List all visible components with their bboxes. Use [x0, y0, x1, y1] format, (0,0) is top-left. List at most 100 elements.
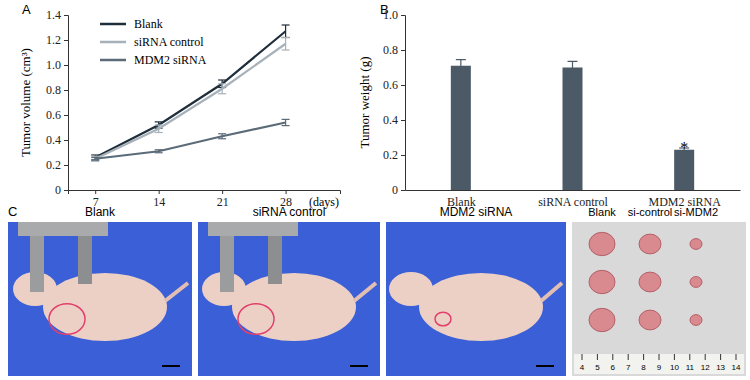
tick-mark — [64, 90, 68, 91]
tick-mark — [401, 190, 405, 191]
tick-label: 0.4 — [46, 133, 61, 147]
ruler-label: 5 — [595, 363, 600, 372]
legend-label: Blank — [134, 17, 163, 31]
error-bar-part — [218, 79, 226, 80]
legend-swatch — [100, 59, 126, 62]
tick-mark — [401, 155, 405, 156]
error-bar — [456, 60, 466, 72]
ruler-tick — [582, 354, 583, 360]
tick: 1.2 — [46, 33, 68, 47]
tick: 0.8 — [46, 83, 68, 97]
figure: ABC714212800.20.40.60.81.01.21.4(days)Tu… — [0, 0, 750, 380]
error-bar — [282, 38, 290, 51]
legend-swatch — [100, 23, 126, 26]
tick-mark — [64, 140, 68, 141]
tick: 0.2 — [46, 158, 68, 172]
mouse-tail — [541, 283, 562, 301]
error-bar — [155, 125, 163, 133]
legend-item: Blank — [100, 17, 163, 31]
axis-line — [406, 190, 741, 191]
tumor — [690, 239, 702, 250]
error-bar-part — [572, 61, 573, 73]
photo-caption: MDM2 siRNA — [440, 205, 513, 219]
axis-line — [401, 16, 406, 191]
axis-line — [69, 191, 341, 195]
ruler-tick — [612, 354, 613, 360]
legend-item: siRNA control — [100, 35, 204, 49]
mouse-tail — [165, 283, 188, 301]
error-bar-part — [91, 154, 99, 155]
tick-label: 1.0 — [383, 8, 398, 22]
tick: 0.6 — [383, 78, 405, 92]
column-label: si-control — [628, 206, 673, 218]
tick: 0.6 — [46, 108, 68, 122]
error-bar-part — [460, 60, 461, 72]
tumor-outline — [49, 304, 85, 335]
ruler-label: 11 — [686, 363, 695, 372]
error-bar-part — [456, 71, 466, 72]
tick-label: 0.6 — [383, 78, 398, 92]
error-bar — [568, 61, 578, 73]
tick: 21 — [217, 190, 229, 209]
scale-bar — [536, 365, 554, 367]
error-bar-part — [158, 125, 159, 133]
error-bar — [91, 158, 99, 161]
tick-mark — [401, 50, 405, 51]
tick: 14 — [153, 190, 165, 209]
tumor — [589, 270, 615, 293]
y-axis-title: Tumor volume (cm³) — [18, 48, 33, 157]
tick: 0 — [392, 183, 405, 197]
bar — [563, 68, 583, 191]
ruler-label: 4 — [580, 363, 585, 372]
error-bar-part — [155, 152, 163, 153]
error-bar-part — [218, 83, 226, 84]
tick-label: 0.8 — [383, 43, 398, 57]
axis: 00.20.40.60.81.01.21.4 — [46, 8, 69, 197]
column-label: Blank — [588, 206, 616, 218]
error-bar-part — [285, 25, 286, 38]
ruler-tick — [705, 354, 706, 360]
photo — [198, 222, 380, 376]
error-bar-part — [91, 159, 99, 160]
error-bar — [282, 119, 290, 125]
ruler-label: 9 — [657, 363, 662, 372]
tick-mark — [286, 190, 287, 194]
error-bar-part — [155, 132, 163, 133]
tick-mark — [401, 15, 405, 16]
caliper — [208, 222, 298, 236]
axis-line — [64, 16, 69, 191]
tumor-outline — [238, 304, 274, 335]
photo-background — [198, 222, 380, 376]
error-bar-part — [456, 59, 466, 60]
ruler-label: 8 — [641, 363, 646, 372]
legend-item: MDM2 siRNA — [100, 53, 207, 67]
error-bar-part — [155, 121, 163, 122]
scale-bar — [162, 365, 180, 367]
ruler-tick — [628, 354, 629, 360]
photo-background — [8, 222, 192, 376]
ruler-tick — [643, 354, 644, 360]
tick: 0 — [55, 183, 68, 197]
bar — [674, 150, 694, 190]
error-bar-part — [91, 161, 99, 162]
tumor — [589, 308, 615, 331]
series-line — [95, 123, 285, 159]
error-bar-part — [282, 24, 290, 25]
tick-mark — [222, 190, 223, 194]
axis: 00.20.40.60.81.0 — [383, 8, 406, 197]
series-line — [95, 44, 285, 159]
tumor-photo — [572, 222, 746, 376]
error-bar-part — [568, 73, 578, 74]
tick-mark — [64, 165, 68, 166]
panel-label: C — [8, 204, 17, 219]
error-bar-part — [568, 61, 578, 62]
ruler-label: 10 — [670, 363, 679, 372]
tumor — [690, 277, 702, 288]
legend: Blank siRNA control MDM2 siRNA — [100, 17, 207, 67]
bar — [451, 66, 471, 190]
tick-mark — [64, 190, 68, 191]
photo — [386, 222, 566, 376]
error-bar-part — [91, 156, 99, 157]
tick: 1.0 — [46, 58, 68, 72]
tick-label: 0.4 — [383, 113, 398, 127]
